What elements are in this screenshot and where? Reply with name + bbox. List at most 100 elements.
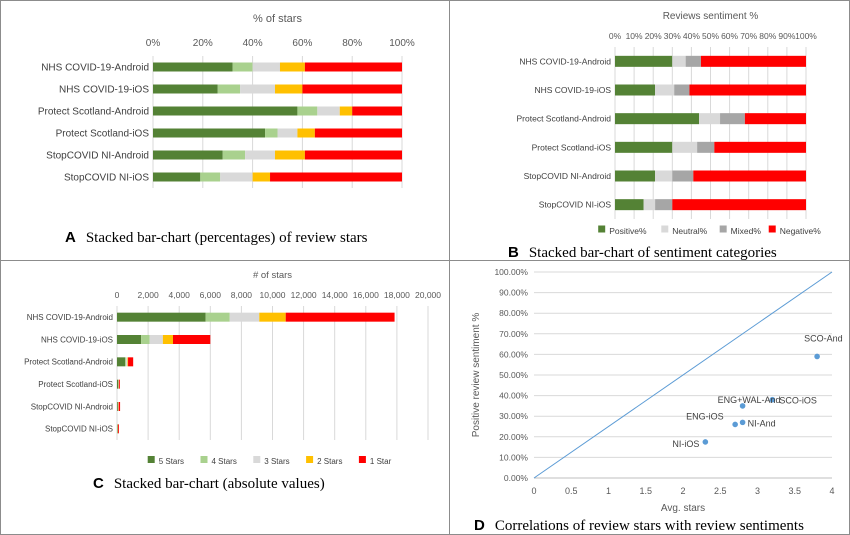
chart-A-bar-segment [252, 172, 271, 182]
chart-D-y-tick-label: 30.00% [499, 411, 528, 421]
chart-B-tick-label: 0% [609, 31, 622, 41]
chart-B-tick-label: 70% [740, 31, 757, 41]
chart-C-tick-label: 8,000 [231, 290, 253, 300]
chart-A-bar-segment [217, 84, 241, 94]
chart-A-bar-segment [275, 84, 303, 94]
chart-B-category-label: NHS COVID-19-iOS [534, 85, 611, 95]
chart-B-bar-segment [699, 113, 721, 125]
chart-D-point-label: NI-iOS [672, 439, 699, 449]
caption-d: D Correlations of review stars with revie… [474, 517, 804, 535]
chart-A-tick-label: 60% [292, 38, 312, 49]
chart-A-bar-segment [297, 106, 318, 116]
chart-c: # of stars 0 2,000 4,000 6,000 8,000 10,000 12,… [24, 270, 441, 466]
chart-d: 0.00% 10.00% 20.00% 30.00% 40.00% 50.00% 60.00… [471, 267, 843, 514]
chart-C-tick-label: 20,000 [415, 290, 441, 300]
chart-C-bar-segment [118, 402, 121, 411]
chart-D-y-tick-label: 50.00% [499, 370, 528, 380]
chart-D-point [739, 403, 746, 409]
caption-b: B Stacked bar-chart of sentiment categori… [508, 244, 777, 262]
chart-C-bar-segment [117, 312, 206, 322]
chart-A-tick-label: 20% [193, 38, 213, 49]
caption-a-letter: A [65, 229, 76, 246]
panel-a: % of stars 0% 20% 40% 60% 80% 100% NHS COVID-19… [0, 0, 450, 261]
chart-C-legend-swatch [306, 456, 314, 463]
chart-C-tick-label: 18,000 [384, 290, 410, 300]
caption-c-text: Stacked bar-chart (absolute values) [113, 476, 325, 492]
chart-a: % of stars 0% 20% 40% 60% 80% 100% NHS COVID-19… [38, 13, 415, 188]
chart-B-legend-swatch [719, 225, 727, 233]
chart-A-bar-segment [153, 84, 218, 94]
caption-d-text: Correlations of review stars with review… [494, 518, 804, 534]
chart-A-bar-segment [153, 106, 298, 116]
chart-D-y-tick-label: 70.00% [499, 329, 528, 339]
chart-B-tick-label: 90% [778, 31, 795, 41]
chart-C-legend-label: 3 Stars [264, 457, 289, 466]
chart-A-bar-segment [222, 150, 246, 160]
chart-C-legend-label: 1 Star [370, 457, 392, 466]
chart-B-tick-label: 60% [721, 31, 738, 41]
chart-A-bar-segment [153, 150, 223, 160]
chart-A-bar-segment [352, 106, 402, 116]
caption-b-letter: B [508, 244, 519, 261]
chart-D-x-tick-label: 2 [680, 486, 685, 496]
chart-C-bar-segment [141, 335, 150, 344]
chart-C-bar-segment [118, 424, 119, 434]
caption-a: A Stacked bar-chart (percentages) of revi… [65, 229, 367, 247]
chart-B-bar-segment [674, 84, 690, 96]
chart-A-bar-segment [265, 128, 278, 138]
chart-D-point-label: SCO-iOS [779, 396, 817, 406]
chart-B-tick-label: 80% [759, 31, 776, 41]
chart-D-x-tick-label: 0 [531, 486, 536, 496]
chart-B-category-label: StopCOVID NI-Android [524, 171, 612, 181]
chart-B-bar-segment [720, 113, 745, 125]
chart-B-bar-segment [672, 141, 698, 153]
chart-B-bar-segment [615, 84, 656, 96]
chart-B-legend-swatch [661, 225, 669, 233]
chart-A-bar-segment [275, 150, 305, 160]
caption-d-letter: D [474, 517, 485, 534]
chart-C-bar-segment [117, 402, 118, 411]
caption-c: C Stacked bar-chart (absolute values) [93, 475, 325, 493]
chart-A-tick-label: 0% [146, 38, 161, 49]
chart-B-bar-segment [615, 141, 673, 153]
chart-D-x-tick-label: 1.5 [639, 486, 652, 496]
chart-B-tick-label: 100% [795, 31, 817, 41]
chart-D-y-tick-label: 10.00% [499, 452, 528, 462]
chart-A-tick-label: 100% [389, 38, 415, 49]
chart-B-legend-label: Mixed% [731, 226, 762, 236]
chart-C-tick-label: 16,000 [353, 290, 379, 300]
chart-D-y-tick-label: 100.00% [494, 267, 528, 277]
chart-A-category-label: StopCOVID NI-iOS [64, 173, 149, 184]
chart-C-bar-segment [229, 312, 260, 322]
chart-C-bar-segment [117, 357, 126, 367]
chart-C-bar-segment [285, 312, 395, 322]
chart-A-bar-segment [153, 62, 233, 72]
chart-A-bar-segment [314, 128, 402, 138]
chart-A-bar-segment [245, 150, 276, 160]
chart-A-bar-segment [339, 106, 353, 116]
chart-D-point [739, 419, 746, 426]
chart-C-category-label: NHS COVID-19-Android [27, 313, 113, 322]
chart-D-reference-line [533, 271, 833, 479]
chart-C-bar-segment [117, 335, 142, 344]
chart-A-bar-segment [297, 128, 315, 138]
chart-D-x-tick-label: 3.5 [788, 486, 801, 496]
chart-C-tick-label: 14,000 [322, 290, 348, 300]
chart-D-point-label: SCO-And [804, 333, 843, 343]
chart-C-bar-segment [127, 357, 129, 367]
panel-b: Reviews sentiment % 0% 10% 20% 30% 40% 50% 60% 7… [449, 0, 850, 261]
chart-A-bar-segment [279, 62, 305, 72]
chart-C-legend-swatch [358, 456, 366, 463]
chart-B-legend-label: Negative% [780, 226, 822, 236]
chart-D-x-tick-label: 0.5 [565, 486, 578, 496]
chart-B-bar-segment [714, 141, 806, 153]
chart-C-category-label: StopCOVID NI-iOS [45, 425, 113, 434]
chart-A-category-label: NHS COVID-19-Android [41, 63, 149, 74]
chart-C-legend-swatch [253, 456, 261, 463]
chart-B-bar-segment [615, 113, 700, 125]
chart-A-bar-segment [304, 62, 402, 72]
chart-D-point-label: NI-And [748, 418, 776, 428]
chart-B-legend-label: Neutral% [672, 226, 707, 236]
chart-B-tick-label: 40% [683, 31, 700, 41]
chart-C-category-label: Protect Scotland-iOS [38, 380, 113, 389]
